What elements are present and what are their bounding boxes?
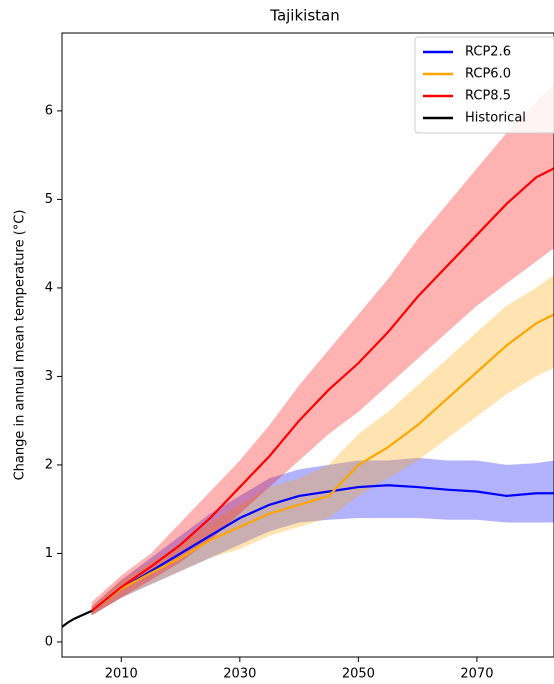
legend-label: RCP2.6 (465, 45, 511, 60)
y-tick-label: 3 (45, 369, 53, 384)
series-line (62, 609, 93, 628)
legend-label: Historical (465, 111, 526, 126)
legend-label: RCP6.0 (465, 67, 511, 82)
y-tick-label: 6 (45, 103, 53, 118)
x-tick-label: 2050 (342, 667, 375, 682)
uncertainty-band (91, 84, 554, 616)
uncertainty-band (91, 274, 554, 616)
series-line (90, 167, 554, 612)
legend-box (414, 36, 554, 134)
series-line (90, 484, 554, 612)
y-axis-label: Change in annual mean temperature (°C) (13, 210, 28, 481)
uncertainty-band (91, 457, 554, 616)
y-tick-label: 2 (45, 457, 53, 472)
x-tick-label: 2010 (105, 667, 138, 682)
plot-frame (61, 32, 554, 658)
x-tick-label: 2070 (460, 667, 493, 682)
y-tick-label: 5 (45, 192, 53, 207)
y-tick-label: 0 (45, 634, 53, 649)
chart-title: Tajikistan (269, 7, 339, 25)
y-tick-label: 1 (45, 546, 53, 561)
x-tick-label: 2030 (223, 667, 256, 682)
legend-label: RCP8.5 (465, 89, 511, 104)
y-tick-label: 4 (45, 280, 53, 295)
series-line (90, 313, 554, 612)
